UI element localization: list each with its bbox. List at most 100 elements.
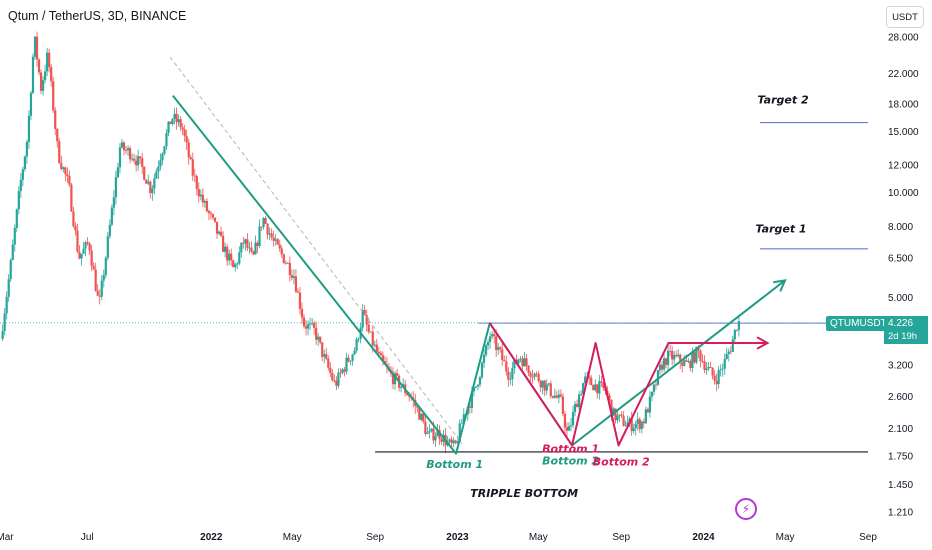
candle-body: [345, 357, 348, 372]
y-tick-label: 1.210: [888, 508, 913, 519]
candle-body: [594, 384, 597, 391]
x-tick-label: May: [529, 532, 548, 543]
x-axis: Mar Jul 2022 May Sep 2023 May Sep 2024 May Sep: [0, 532, 877, 543]
candle-body: [317, 336, 320, 340]
candle: [486, 338, 490, 350]
candle-body: [302, 317, 306, 327]
candle-body: [535, 373, 538, 375]
candle-body: [501, 349, 504, 360]
last-price-value: 4.226: [888, 318, 914, 329]
candle: [215, 221, 219, 239]
candle: [365, 309, 368, 332]
candle: [108, 219, 111, 239]
candle: [349, 360, 352, 366]
candle: [149, 180, 152, 199]
candle: [497, 343, 500, 355]
candle: [543, 379, 546, 397]
candle: [37, 58, 41, 76]
candle-body: [130, 158, 134, 160]
candle: [74, 222, 77, 236]
candle: [573, 401, 577, 417]
candle: [31, 53, 35, 95]
candle-body: [44, 71, 47, 81]
candle: [266, 223, 269, 240]
candle: [737, 315, 740, 337]
candle-body: [258, 226, 261, 247]
candle: [5, 291, 8, 320]
candle-body: [56, 128, 59, 142]
pink-arrowhead: [756, 336, 770, 350]
currency-unit-button[interactable]: USDT: [886, 6, 924, 28]
candle: [228, 249, 231, 266]
candle: [25, 139, 29, 164]
candle: [21, 166, 24, 187]
candle-body: [630, 418, 633, 432]
x-tick-label: 2023: [446, 532, 469, 543]
candle-body: [33, 36, 37, 57]
candle: [541, 380, 544, 395]
candle-body: [139, 156, 142, 159]
candle: [19, 173, 22, 198]
annotation-bottom-2: Bottom 2: [593, 455, 650, 468]
candle-body: [124, 150, 128, 151]
candle-body: [90, 250, 93, 266]
candle-body: [717, 369, 720, 385]
candle: [124, 145, 128, 155]
candle-body: [715, 380, 718, 385]
candle: [187, 138, 190, 165]
candle-body: [135, 160, 138, 166]
candle: [153, 173, 156, 195]
candle: [128, 145, 132, 164]
candle-body: [21, 169, 24, 180]
candle-body: [238, 252, 241, 264]
candle-body: [371, 331, 374, 346]
candle-body: [438, 429, 441, 440]
candle: [375, 338, 378, 354]
candle-body: [460, 422, 463, 424]
candle-body: [729, 351, 732, 353]
candle: [355, 337, 358, 354]
candle-body: [642, 421, 645, 424]
y-axis: 28.000 22.000 18.000 15.000 12.000 10.000 8.00…: [888, 33, 919, 519]
candle-body: [450, 439, 453, 444]
candle-body: [106, 236, 109, 258]
candle-body: [240, 242, 243, 253]
candle-body: [553, 395, 556, 398]
candle-body: [703, 361, 706, 371]
candle-body: [486, 341, 490, 346]
candle: [201, 188, 204, 207]
candle-body: [598, 381, 601, 394]
candle: [181, 123, 184, 136]
candle: [525, 353, 528, 371]
candle: [650, 391, 654, 402]
candle-body: [108, 224, 111, 237]
candle-body: [72, 211, 75, 227]
candle-body: [288, 262, 291, 276]
candle-body: [50, 67, 53, 82]
candle-body: [100, 280, 103, 297]
candle-body: [304, 326, 308, 329]
chart-title: Qtum / TetherUS, 3D, BINANCE: [8, 9, 187, 23]
candle: [199, 189, 202, 201]
candle-body: [145, 179, 148, 184]
candle-body: [323, 354, 326, 357]
candle-body: [110, 207, 113, 225]
candle: [618, 414, 621, 422]
candle: [137, 149, 140, 171]
candle: [313, 320, 316, 335]
candle-body: [545, 384, 548, 391]
candle-body: [94, 269, 97, 291]
candle: [630, 411, 633, 436]
candle: [197, 182, 200, 203]
candle: [727, 348, 730, 362]
candle: [58, 138, 61, 165]
candle-body: [669, 350, 672, 352]
candle-body: [662, 358, 666, 370]
candle-body: [660, 364, 664, 370]
candle-body: [104, 257, 107, 276]
candle-body: [527, 365, 530, 373]
lightning-bolt-icon[interactable]: ⚡: [735, 498, 757, 520]
candle-body: [707, 367, 710, 369]
candle: [711, 367, 714, 380]
